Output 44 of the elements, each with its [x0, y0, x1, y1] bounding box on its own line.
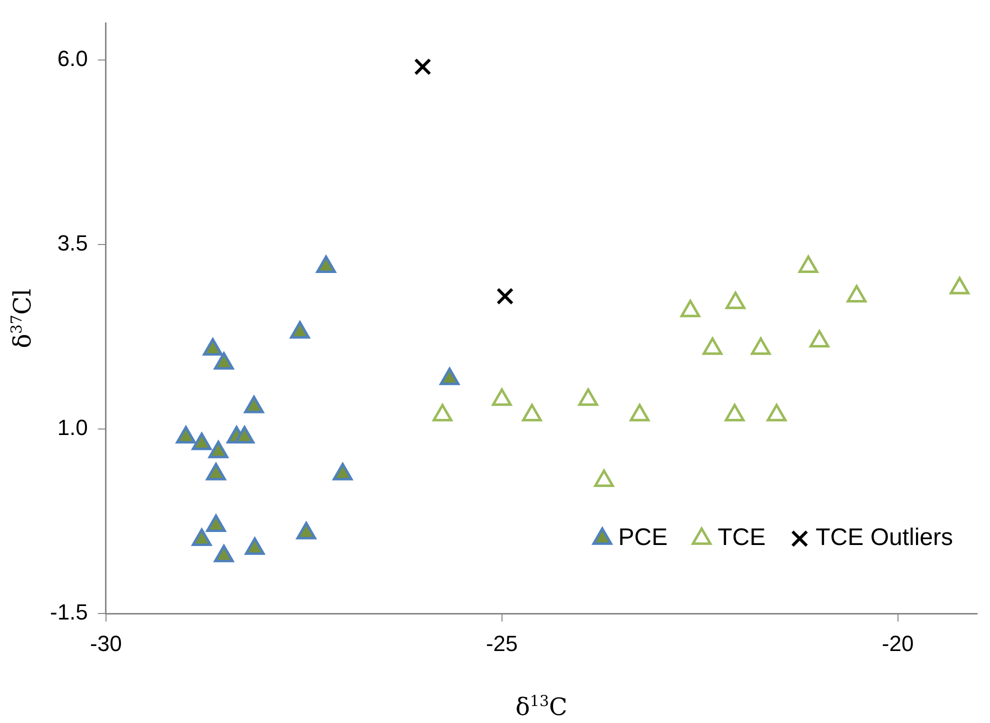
point — [202, 338, 223, 356]
y-tick-label: -1.5 — [50, 600, 88, 625]
point — [290, 321, 310, 339]
point — [492, 388, 512, 406]
point — [206, 462, 226, 480]
point — [316, 255, 336, 273]
x-tick-label: -30 — [90, 630, 122, 656]
point — [680, 300, 700, 318]
point — [726, 292, 746, 310]
point — [206, 514, 226, 532]
point — [214, 352, 234, 370]
point — [192, 528, 212, 546]
point — [594, 470, 614, 488]
legend-label: PCE — [618, 524, 668, 552]
point — [244, 396, 264, 414]
point — [766, 404, 787, 422]
point — [332, 462, 353, 480]
point — [630, 404, 650, 422]
y-tick-label: 6.0 — [57, 46, 88, 72]
x-axis-title: δ$^{13}$C — [515, 692, 568, 721]
point — [798, 255, 818, 273]
point — [244, 537, 265, 555]
point — [950, 276, 970, 294]
x-tick-label: -25 — [486, 630, 518, 656]
x-tick-label: -20 — [882, 630, 914, 656]
point — [810, 330, 830, 348]
point — [432, 404, 452, 422]
legend-label: TCE Outliers — [816, 524, 954, 552]
point — [724, 404, 745, 422]
point — [208, 440, 228, 458]
legend-label: TCE — [718, 524, 766, 552]
point — [750, 337, 771, 355]
point — [702, 337, 722, 355]
y-tick-label: 1.0 — [57, 415, 88, 440]
point — [440, 368, 460, 386]
y-tick-label: 3.5 — [57, 230, 88, 256]
point — [234, 426, 254, 444]
point — [846, 285, 867, 303]
point — [522, 404, 542, 422]
point — [296, 522, 316, 540]
point — [192, 432, 212, 450]
point — [578, 388, 598, 406]
point — [214, 544, 234, 562]
point — [176, 426, 196, 444]
